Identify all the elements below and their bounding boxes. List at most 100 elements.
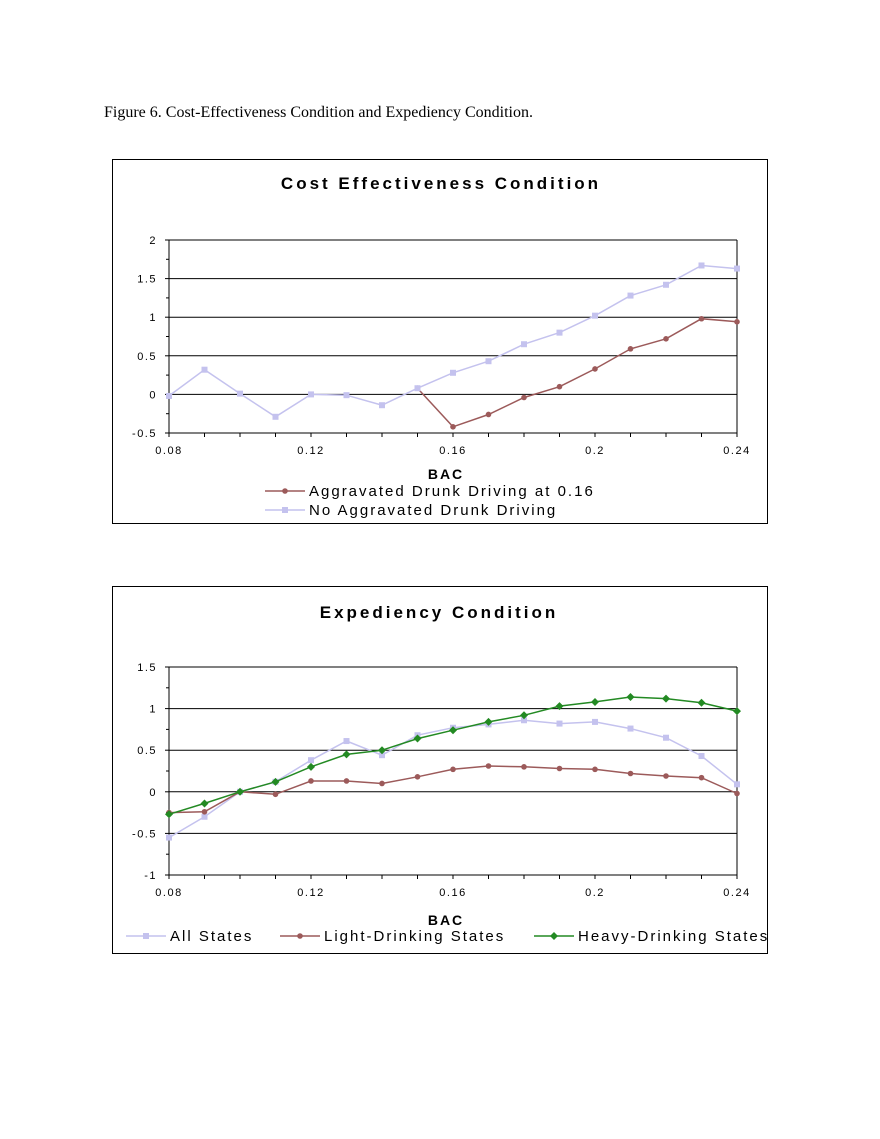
data-point-1 (698, 262, 705, 269)
data-point-2 (449, 726, 457, 735)
data-point-1 (592, 312, 598, 319)
data-point-1 (379, 402, 385, 409)
x-tick-label: 0.24 (723, 887, 750, 899)
legend-label: Heavy-Drinking States (578, 928, 769, 945)
x-tick-label: 0.16 (439, 445, 466, 457)
data-point-1 (485, 763, 492, 769)
data-point-1 (556, 329, 563, 336)
data-point-2 (378, 746, 386, 755)
legend-marker (282, 507, 288, 513)
data-point-0 (201, 813, 208, 820)
data-point-2 (626, 692, 635, 701)
data-point-2 (591, 697, 599, 706)
data-point-1 (308, 391, 314, 398)
data-point-0 (379, 752, 385, 759)
data-point-0 (627, 725, 634, 732)
data-point-0 (556, 720, 563, 727)
x-tick-label: 0.24 (723, 445, 750, 457)
data-point-1 (414, 385, 421, 392)
data-point-1 (237, 390, 243, 397)
data-point-2 (200, 799, 209, 808)
data-point-1 (308, 778, 314, 784)
x-tick-label: 0.12 (297, 445, 324, 457)
data-point-2 (484, 717, 493, 726)
cost-effectiveness-chart-svg: Cost Effectiveness Condition -0.5 0 0.5 1 1.5… (132, 174, 750, 519)
chart-title: Expediency Condition (320, 603, 559, 622)
data-point-1 (734, 265, 740, 272)
expediency-chart: Expediency Condition -1 -0.5 0 0.5 1 1.5 0.08 0.… (112, 586, 768, 954)
y-tick-label: 0 (149, 389, 157, 401)
data-point-0 (308, 757, 314, 764)
series-line-1 (168, 765, 738, 814)
data-point-2 (165, 810, 173, 819)
legend-marker (143, 933, 149, 939)
legend-marker (297, 933, 303, 939)
data-point-2 (697, 698, 706, 707)
data-point-2 (520, 711, 528, 720)
data-point-2 (662, 694, 670, 703)
data-point-2 (555, 702, 564, 711)
data-point-1 (343, 392, 350, 399)
data-point-0 (734, 781, 740, 788)
data-point-1 (556, 765, 563, 772)
data-point-1 (485, 358, 492, 365)
data-point-1 (201, 808, 208, 815)
x-tick-label: 0.16 (439, 887, 466, 899)
x-tick-label: 0.2 (585, 445, 605, 457)
chart-title: Cost Effectiveness Condition (281, 174, 601, 193)
data-point-2 (236, 787, 244, 796)
y-tick-label: 0.5 (137, 745, 157, 757)
data-point-0 (592, 366, 598, 372)
data-point-0 (663, 336, 669, 342)
legend-marker (550, 932, 558, 940)
y-tick-label: 1 (149, 312, 157, 324)
data-point-1 (663, 281, 669, 288)
y-tick-label: 1.5 (137, 274, 157, 286)
data-point-1 (663, 773, 669, 779)
y-tick-label: -0.5 (132, 428, 157, 440)
data-point-1 (521, 341, 527, 348)
data-point-1 (272, 791, 279, 798)
data-point-1 (734, 790, 740, 797)
data-point-0 (556, 383, 563, 390)
data-point-1 (414, 774, 421, 780)
data-point-1 (343, 778, 350, 784)
data-point-0 (698, 753, 705, 760)
data-point-0 (450, 424, 456, 430)
data-point-0 (343, 738, 350, 745)
data-point-1 (201, 366, 208, 373)
legend-label: Light-Drinking States (324, 928, 505, 945)
data-point-0 (592, 718, 598, 725)
x-tick-label: 0.08 (155, 887, 182, 899)
data-point-2 (307, 762, 315, 771)
legend-label: Aggravated Drunk Driving at 0.16 (309, 483, 595, 500)
data-point-0 (734, 319, 740, 325)
data-point-1 (450, 369, 456, 376)
data-point-0 (485, 411, 492, 418)
series-line-2 (168, 696, 738, 816)
data-point-1 (521, 764, 527, 770)
data-point-0 (521, 717, 527, 724)
data-point-0 (627, 346, 634, 352)
series-line-0 (416, 317, 738, 428)
series-line-0 (168, 719, 738, 839)
data-point-1 (166, 392, 172, 399)
x-tick-label: 0.2 (585, 887, 605, 899)
data-point-1 (698, 774, 705, 781)
data-point-0 (663, 734, 669, 741)
cost-effectiveness-chart: Cost Effectiveness Condition -0.5 0 0.5 1 1.5… (112, 159, 768, 524)
data-point-2 (271, 777, 280, 786)
x-axis-title: BAC (428, 912, 464, 928)
data-point-1 (627, 770, 634, 777)
data-point-2 (733, 707, 741, 716)
figure-caption: Figure 6. Cost-Effectiveness Condition a… (104, 104, 533, 121)
y-tick-label: 2 (149, 235, 157, 247)
data-point-1 (450, 766, 456, 773)
legend-label: No Aggravated Drunk Driving (309, 502, 557, 519)
y-tick-label: 1.5 (137, 662, 157, 674)
x-tick-label: 0.08 (155, 445, 182, 457)
data-point-1 (379, 780, 385, 787)
y-tick-label: 1 (149, 704, 157, 716)
x-tick-label: 0.12 (297, 887, 324, 899)
data-point-0 (698, 315, 705, 322)
